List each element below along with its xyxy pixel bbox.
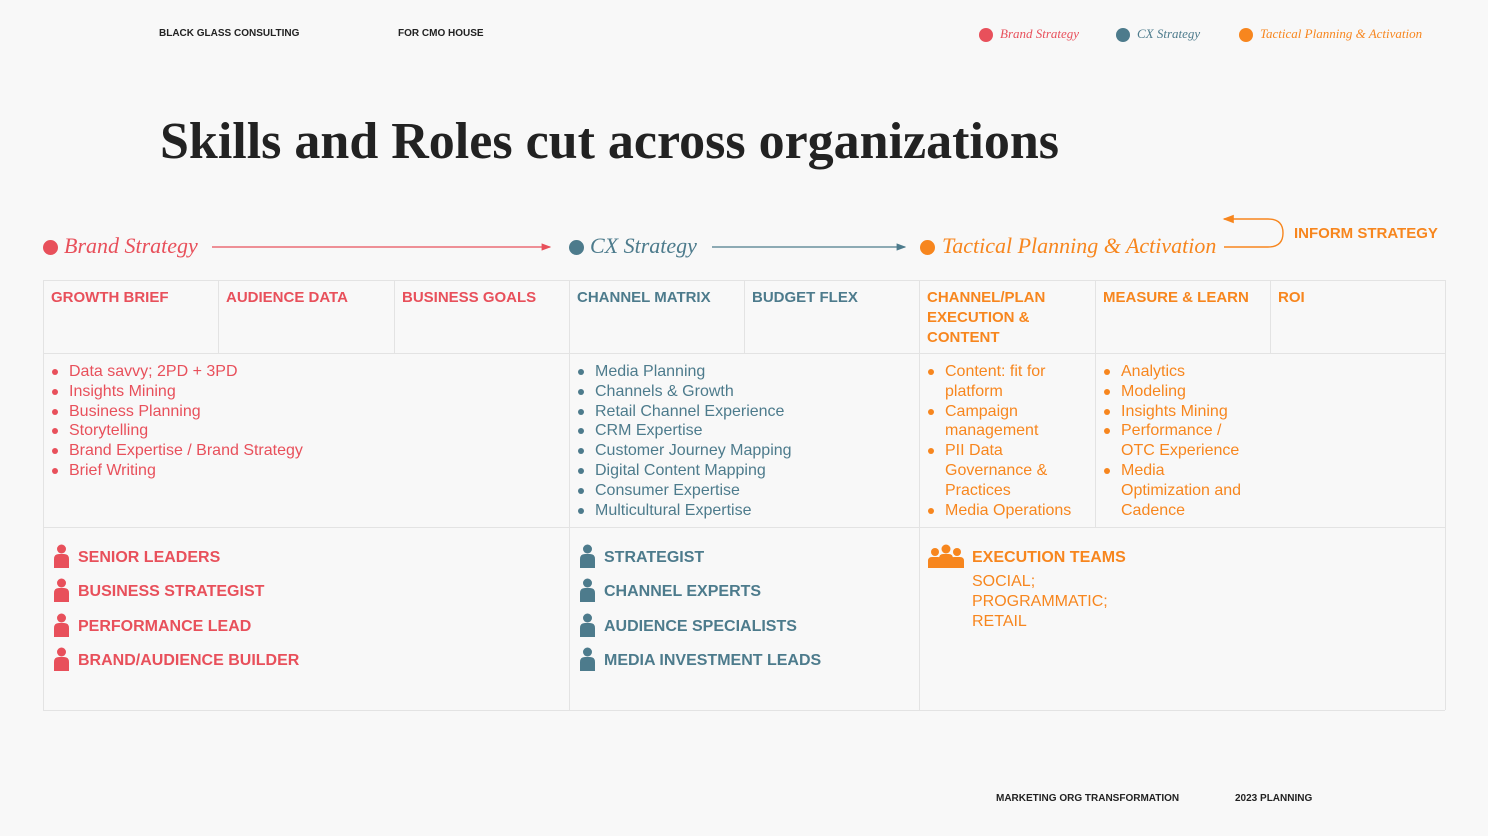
group-dot (920, 240, 935, 255)
role-icon (579, 613, 596, 642)
col-line (569, 280, 570, 353)
skill: Insights Mining (1103, 402, 1253, 422)
group-name: Brand Strategy (64, 233, 198, 258)
skill: Storytelling (51, 421, 531, 441)
col-line (919, 280, 920, 353)
row-line (43, 710, 1445, 711)
skill: Performance / OTC Experience (1103, 421, 1253, 461)
role-icon (53, 613, 70, 642)
skill: Media Planning (577, 362, 1057, 382)
group-name: CX Strategy (590, 233, 697, 258)
role: EXECUTION TEAMS (972, 549, 1126, 566)
column-header: CHANNEL MATRIX (577, 289, 711, 306)
skill: Channels & Growth (577, 382, 1057, 402)
skill: Customer Journey Mapping (577, 441, 1057, 461)
col-line (1445, 280, 1446, 353)
role-icon (579, 578, 596, 607)
col-line (394, 280, 395, 353)
skill: Content: fit for platform (927, 362, 1077, 402)
column-header: MEASURE & LEARN (1103, 289, 1249, 306)
col-line (43, 527, 44, 710)
col-line (43, 353, 44, 527)
column-header: GROWTH BRIEF (51, 289, 169, 306)
role-icon (53, 544, 70, 573)
skill: Digital Content Mapping (577, 461, 1057, 481)
feedback-label: INFORM STRATEGY (1294, 225, 1438, 242)
legend-dot (1239, 28, 1253, 42)
skill: Analytics (1103, 362, 1253, 382)
role: CHANNEL EXPERTS (604, 583, 762, 601)
col-line (218, 280, 219, 353)
company: BLACK GLASS CONSULTING (159, 28, 300, 39)
group-name: Tactical Planning & Activation (942, 233, 1217, 258)
col-line (919, 527, 920, 710)
role: BUSINESS STRATEGIST (78, 583, 265, 601)
skill: PII Data Governance & Practices (927, 441, 1077, 500)
column-header: ROI (1278, 289, 1305, 306)
col-line (569, 353, 570, 527)
column-header: BUSINESS GOALS (402, 289, 537, 306)
skill: Brief Writing (51, 461, 531, 481)
legend-label: Tactical Planning & Activation (1260, 26, 1423, 41)
role: PERFORMANCE LEAD (78, 617, 252, 635)
role: MEDIA INVESTMENT LEADS (604, 651, 822, 669)
skill: CRM Expertise (577, 421, 1057, 441)
skill: Consumer Expertise (577, 481, 1057, 501)
role-icon (53, 647, 70, 676)
col-line (569, 527, 570, 710)
role: SENIOR LEADERS (78, 549, 221, 566)
skill: Data savvy; 2PD + 3PD (51, 362, 531, 382)
col-line (1095, 280, 1096, 353)
skill: Retail Channel Experience (577, 402, 1057, 422)
skill: Media Optimization and Cadence (1103, 461, 1253, 520)
column-header: CHANNEL/PLAN EXECUTION & CONTENT (927, 289, 1046, 346)
footer-left: MARKETING ORG TRANSFORMATION (996, 793, 1180, 804)
skill: Multicultural Expertise (577, 501, 1057, 521)
role: AUDIENCE SPECIALISTS (604, 617, 797, 635)
skill: Business Planning (51, 402, 531, 422)
col-line (1270, 280, 1271, 353)
col-line (1445, 353, 1446, 527)
skill: Brand Expertise / Brand Strategy (51, 441, 531, 461)
legend-label: CX Strategy (1137, 26, 1201, 41)
skill: Campaign management (927, 402, 1077, 442)
role-icon (928, 544, 964, 573)
skill-list: Data savvy; 2PD + 3PD Insights Mining Busi… (51, 362, 531, 481)
footer-right: 2023 PLANNING (1235, 793, 1313, 804)
skill: Media Operations (927, 501, 1077, 521)
skill-list: Content: fit for platform Campaign manage… (927, 362, 1077, 520)
role-detail: SOCIAL; PROGRAMMATIC; RETAIL (972, 573, 1108, 630)
col-line (1445, 527, 1446, 710)
column-header: BUDGET FLEX (752, 289, 858, 306)
role-icon (53, 578, 70, 607)
row-line (43, 527, 1445, 528)
legend-dot (979, 28, 993, 42)
role-icon (579, 647, 596, 676)
column-header: AUDIENCE DATA (226, 289, 348, 306)
title: Skills and Roles cut across organization… (160, 113, 1060, 170)
skill-list: Analytics Modeling Insights Mining Performa… (1103, 362, 1253, 520)
col-line (919, 353, 920, 527)
role: BRAND/AUDIENCE BUILDER (78, 651, 300, 669)
role: STRATEGIST (604, 549, 705, 566)
legend-label: Brand Strategy (1000, 26, 1080, 41)
skill: Insights Mining (51, 382, 531, 402)
col-line (43, 280, 44, 353)
role-icon (579, 544, 596, 573)
group-dot (569, 240, 584, 255)
feedback-arrow (1222, 214, 1284, 248)
skill-list: Media Planning Channels & Growth Retail Ch… (577, 362, 1057, 520)
col-line (744, 280, 745, 353)
skill: Modeling (1103, 382, 1253, 402)
row-line (43, 353, 1445, 354)
client: FOR CMO HOUSE (398, 28, 484, 39)
col-line (1095, 353, 1096, 527)
group-dot (43, 240, 58, 255)
legend-dot (1116, 28, 1130, 42)
